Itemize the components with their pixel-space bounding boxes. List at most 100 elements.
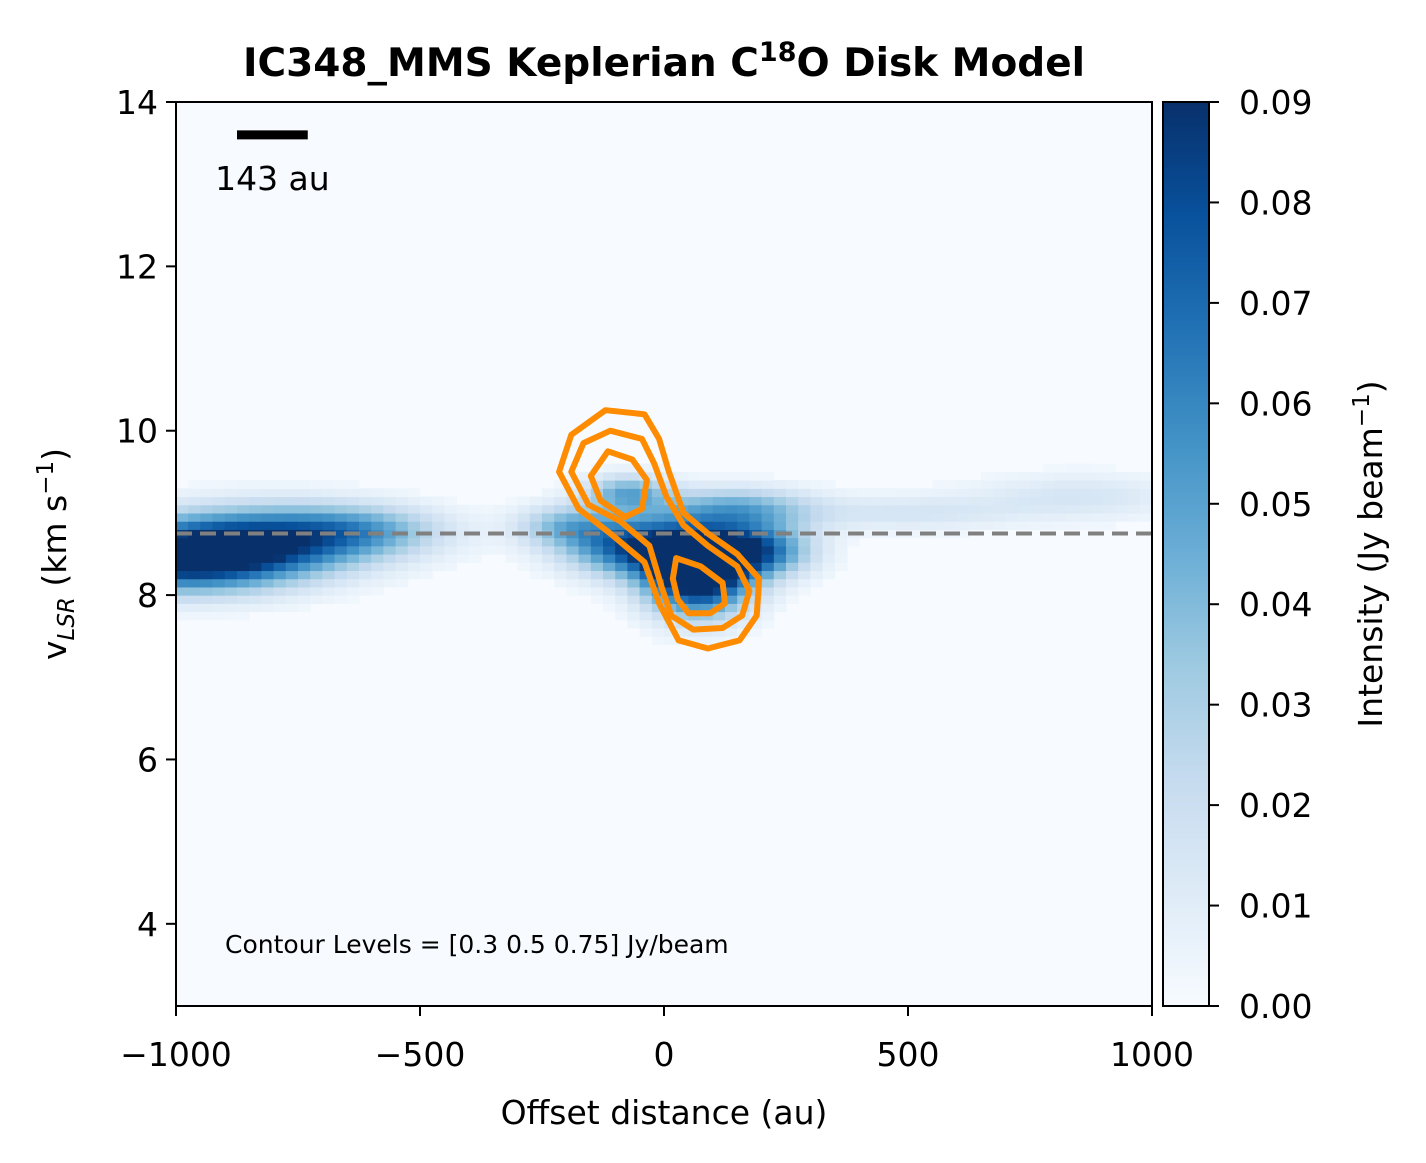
heatmap-cell: [237, 578, 250, 588]
heatmap-cell: [188, 512, 201, 522]
heatmap-cell: [334, 496, 348, 506]
heatmap-cell: [273, 521, 287, 530]
heatmap-cell: [322, 488, 336, 498]
y-axis-label: vLSR (km s−1): [33, 448, 80, 660]
heatmap-cell: [493, 504, 506, 514]
heatmap-cell: [700, 603, 714, 613]
contour-0-3: [556, 407, 763, 652]
heatmap-cell: [639, 504, 653, 514]
heatmap-cell: [273, 562, 287, 572]
heatmap-cell: [847, 488, 860, 498]
heatmap-cell: [664, 636, 677, 645]
heatmap-cell: [322, 578, 336, 588]
heatmap-cell: [285, 504, 299, 514]
heatmap-cell: [456, 521, 470, 530]
heatmap-cell: [810, 554, 824, 563]
heatmap-cell: [529, 554, 543, 563]
heatmap-cell: [493, 512, 506, 522]
heatmap-cell: [1054, 504, 1068, 514]
heatmap-cell: [456, 554, 470, 563]
heatmap-cell: [444, 504, 458, 514]
heatmap-cell: [237, 496, 250, 506]
heatmap-cell: [981, 488, 994, 498]
heatmap-cell: [346, 595, 360, 604]
heatmap-cell: [493, 537, 506, 547]
heatmap-cell: [1005, 512, 1019, 522]
heatmap-cell: [700, 488, 714, 498]
heatmap-cell: [773, 480, 787, 489]
heatmap-cell: [737, 504, 750, 514]
heatmap-cell: [578, 562, 592, 572]
heatmap-cell: [566, 504, 580, 514]
heatmap-cell: [834, 562, 848, 572]
heatmap-cell: [834, 521, 848, 530]
heatmap-cell: [761, 586, 775, 596]
heatmap-cell: [1042, 471, 1055, 481]
heatmap-cell: [505, 554, 519, 563]
heatmap-cell: [798, 578, 811, 588]
heatmap-cell: [554, 512, 567, 522]
heatmap-cell: [176, 545, 189, 555]
heatmap-cell: [310, 480, 323, 489]
heatmap-cell: [773, 562, 787, 572]
heatmap-cell: [1091, 463, 1104, 473]
heatmap-cell: [261, 496, 275, 506]
heatmap-cell: [1042, 504, 1055, 514]
heatmap-cell: [566, 586, 580, 596]
heatmap-cell: [981, 504, 994, 514]
heatmap-cell: [298, 521, 311, 530]
heatmap-cell: [1091, 480, 1104, 489]
heatmap-cell: [273, 545, 287, 555]
heatmap-cell: [310, 586, 323, 596]
heatmap-cell: [786, 545, 799, 555]
intensity-heatmap: [176, 463, 1152, 645]
heatmap-cell: [786, 554, 799, 563]
heatmap-cell: [627, 496, 641, 506]
heatmap-cell: [200, 554, 214, 563]
heatmap-cell: [676, 471, 689, 481]
heatmap-cell: [615, 595, 628, 604]
heatmap-cell: [700, 627, 714, 637]
heatmap-cell: [603, 488, 616, 498]
heatmap-cell: [627, 537, 641, 547]
heatmap-cell: [969, 480, 982, 489]
heatmap-cell: [725, 480, 738, 489]
heatmap-cell: [444, 512, 458, 522]
heatmap-cell: [822, 562, 836, 572]
heatmap-cell: [603, 545, 616, 555]
heatmap-cell: [688, 603, 702, 613]
heatmap-cell: [627, 619, 641, 629]
heatmap-cell: [737, 496, 750, 506]
heatmap-cell: [346, 570, 360, 580]
heatmap-cell: [603, 603, 616, 613]
heatmap-cell: [542, 512, 555, 522]
heatmap-cell: [590, 471, 604, 481]
heatmap-cell: [517, 521, 531, 530]
heatmap-cell: [554, 521, 567, 530]
heatmap-cell: [505, 504, 519, 514]
heatmap-cell: [956, 504, 970, 514]
heatmap-cell: [847, 504, 860, 514]
heatmap-cell: [712, 562, 726, 572]
heatmap-cell: [627, 463, 641, 473]
heatmap-cell: [688, 488, 702, 498]
heatmap-cell: [773, 554, 787, 563]
heatmap-cell: [700, 471, 714, 481]
heatmap-cell: [1017, 512, 1031, 522]
heatmap-cell: [615, 471, 628, 481]
heatmap-cell: [334, 504, 348, 514]
heatmap-cell: [298, 545, 311, 555]
heatmap-cell: [200, 480, 214, 489]
heatmap-cell: [798, 545, 811, 555]
heatmap-cell: [200, 603, 214, 613]
heatmap-cell: [834, 537, 848, 547]
heatmap-cell: [432, 545, 445, 555]
heatmap-cell: [773, 512, 787, 522]
heatmap-cell: [810, 496, 824, 506]
heatmap-cell: [1139, 496, 1152, 506]
y-tick-label: 12: [116, 247, 158, 286]
heatmap-cell: [725, 554, 738, 563]
heatmap-cell: [761, 570, 775, 580]
heatmap-cell: [1078, 496, 1092, 506]
